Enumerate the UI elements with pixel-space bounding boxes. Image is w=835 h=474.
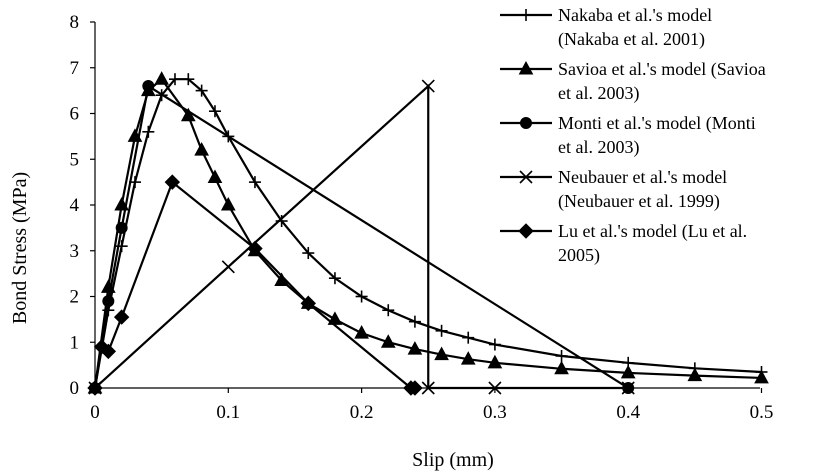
data-point-x bbox=[421, 79, 435, 93]
data-point-triangle bbox=[620, 364, 636, 379]
legend-label: Nakaba et al.'s model bbox=[558, 5, 712, 25]
data-point-diamond bbox=[100, 343, 117, 360]
y-tick-label: 1 bbox=[70, 332, 80, 353]
data-point-plus bbox=[168, 73, 181, 86]
x-axis-title: Slip (mm) bbox=[412, 449, 494, 471]
data-point-circle bbox=[115, 221, 128, 234]
legend-label: et al. 2003) bbox=[558, 137, 639, 158]
series-line-diamond bbox=[93, 180, 415, 390]
data-point-plus bbox=[435, 324, 448, 337]
legend-label: Lu et al.'s model (Lu et al. bbox=[558, 221, 747, 242]
data-point-plus bbox=[382, 304, 395, 317]
y-tick-label: 6 bbox=[70, 104, 80, 125]
y-tick-label: 5 bbox=[70, 149, 80, 170]
series-line-x bbox=[94, 83, 629, 390]
data-point-triangle bbox=[207, 169, 223, 184]
data-point-x bbox=[621, 381, 635, 395]
legend-marker-diamond bbox=[518, 223, 534, 239]
legend-label: Monti et al.'s model (Monti bbox=[558, 113, 756, 134]
data-point-triangle bbox=[434, 346, 449, 361]
y-axis-title: Bond Stress (MPa) bbox=[9, 172, 31, 324]
data-point-triangle bbox=[220, 196, 236, 211]
data-point-plus bbox=[302, 247, 315, 260]
legend: Nakaba et al.'s model (Nakaba et al. 2001… bbox=[500, 5, 766, 266]
series-line-circle bbox=[93, 84, 629, 389]
data-point-plus bbox=[328, 272, 341, 285]
data-point-diamond bbox=[164, 174, 181, 190]
legend-marker-x bbox=[519, 170, 533, 184]
data-point-triangle bbox=[487, 354, 503, 369]
y-axis: 0 1 2 3 4 5 6 7 8 bbox=[70, 12, 96, 399]
data-point-x bbox=[488, 381, 502, 395]
data-point-triangle bbox=[354, 325, 369, 339]
y-tick-label: 7 bbox=[70, 58, 80, 79]
legend-label: 2005) bbox=[558, 245, 600, 266]
x-tick-label: 0.1 bbox=[216, 402, 240, 423]
legend-label: (Nakaba et al. 2001) bbox=[558, 29, 705, 50]
data-point-plus bbox=[182, 73, 195, 86]
data-point-triangle bbox=[754, 369, 769, 384]
x-tick-label: 0.3 bbox=[483, 402, 507, 423]
legend-label: et al. 2003) bbox=[558, 83, 639, 104]
data-point-plus bbox=[142, 125, 155, 138]
data-point-diamond bbox=[247, 240, 263, 257]
y-tick-label: 3 bbox=[70, 241, 80, 262]
data-point-triangle bbox=[194, 142, 209, 156]
series-layer bbox=[87, 71, 769, 396]
data-point-triangle bbox=[407, 341, 423, 355]
data-point-x bbox=[221, 260, 235, 274]
legend-label: Neubauer et al.'s model bbox=[558, 167, 727, 187]
series-plus bbox=[89, 73, 768, 394]
data-point-plus bbox=[488, 338, 501, 351]
data-point-circle bbox=[142, 80, 155, 93]
series-x bbox=[88, 79, 635, 395]
y-tick-label: 2 bbox=[70, 287, 80, 308]
data-point-x bbox=[421, 381, 435, 395]
x-tick-label: 0.4 bbox=[616, 402, 640, 423]
data-point-plus bbox=[195, 84, 208, 97]
legend-label: Savioa et al.'s model (Savioa bbox=[558, 59, 766, 80]
data-point-plus bbox=[355, 290, 368, 303]
data-point-plus bbox=[248, 176, 261, 189]
x-tick-label: 0.2 bbox=[350, 402, 374, 423]
data-point-diamond bbox=[300, 295, 316, 312]
series-diamond bbox=[87, 174, 423, 396]
data-point-plus bbox=[462, 331, 475, 344]
legend-entry-triangle: Savioa et al.'s model (Savioa et al. 2003… bbox=[500, 59, 766, 104]
data-point-plus bbox=[555, 349, 568, 362]
x-tick-label: 0.5 bbox=[750, 402, 774, 423]
data-point-triangle bbox=[180, 107, 196, 122]
x-tick-label: 0 bbox=[90, 402, 100, 423]
y-tick-label: 8 bbox=[70, 12, 80, 33]
data-point-diamond bbox=[87, 380, 103, 396]
legend-label: (Neubauer et al. 1999) bbox=[558, 191, 720, 212]
legend-entry-plus: Nakaba et al.'s model (Nakaba et al. 2001… bbox=[500, 5, 712, 50]
legend-entry-diamond: Lu et al.'s model (Lu et al. 2005) bbox=[500, 221, 747, 266]
data-point-diamond bbox=[407, 380, 423, 396]
data-point-triangle bbox=[687, 367, 703, 382]
legend-marker-circle bbox=[520, 117, 532, 129]
legend-entry-circle: Monti et al.'s model (Monti et al. 2003) bbox=[500, 113, 756, 158]
data-point-triangle bbox=[460, 351, 476, 365]
y-tick-label: 0 bbox=[70, 378, 80, 399]
data-point-diamond bbox=[113, 309, 130, 325]
y-tick-label: 4 bbox=[70, 195, 80, 216]
data-point-plus bbox=[208, 105, 221, 118]
data-point-triangle bbox=[380, 334, 396, 348]
data-point-circle bbox=[102, 295, 115, 308]
x-axis: 0 0.1 0.2 0.3 0.4 0.5 bbox=[90, 387, 774, 423]
legend-marker-triangle bbox=[518, 60, 534, 75]
legend-entry-x: Neubauer et al.'s model (Neubauer et al. … bbox=[500, 167, 727, 212]
data-point-triangle bbox=[154, 71, 169, 85]
data-point-plus bbox=[408, 315, 421, 328]
legend-marker-plus bbox=[520, 9, 532, 21]
data-point-triangle bbox=[554, 360, 569, 375]
